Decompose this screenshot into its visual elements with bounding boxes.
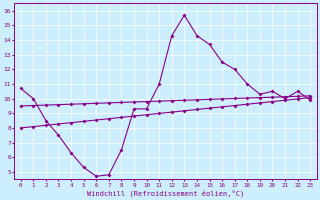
X-axis label: Windchill (Refroidissement éolien,°C): Windchill (Refroidissement éolien,°C) [87,189,244,197]
